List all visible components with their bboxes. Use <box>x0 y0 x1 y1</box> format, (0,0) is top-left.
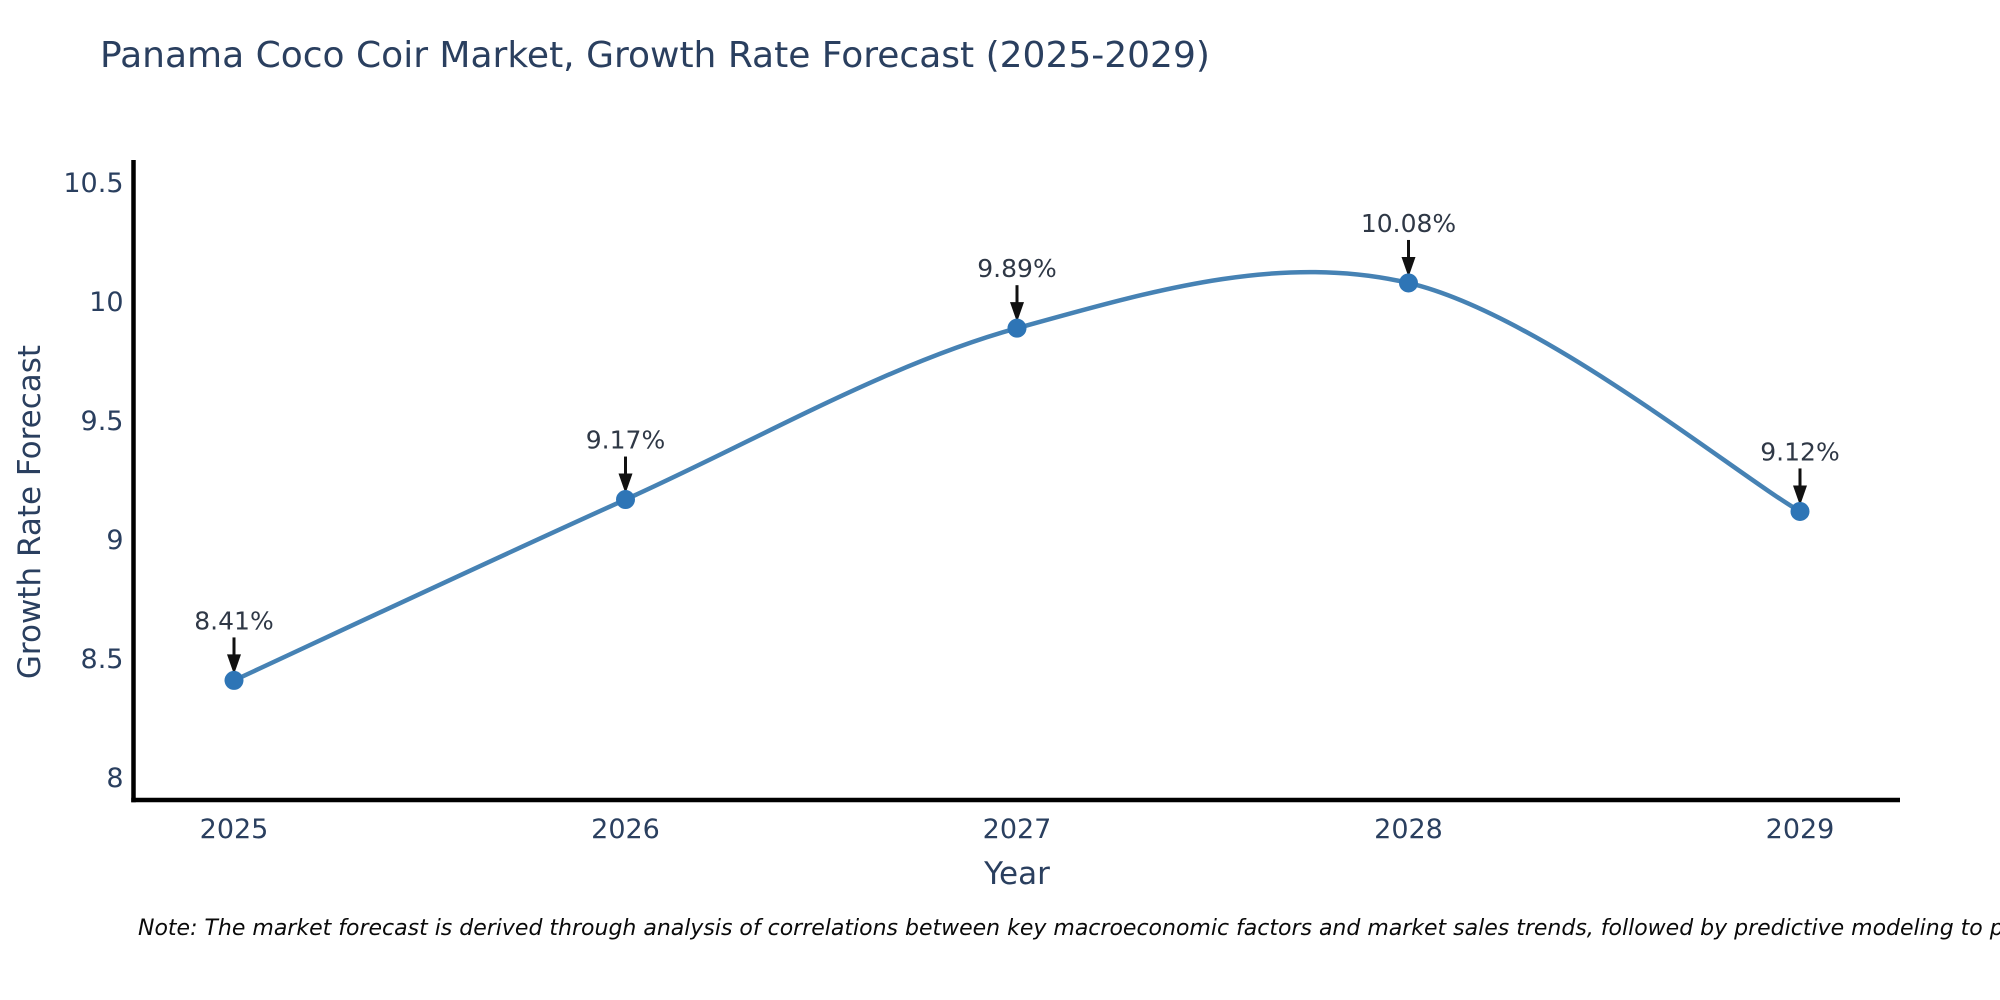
annotation-arrow-head <box>1793 485 1807 506</box>
y-tick-label: 8.5 <box>81 644 124 675</box>
chart-title: Panama Coco Coir Market, Growth Rate For… <box>100 35 1210 76</box>
annotation-arrow-head <box>618 473 633 494</box>
data-point-label: 9.89% <box>977 254 1056 283</box>
data-point-label: 8.41% <box>194 606 273 635</box>
x-tick-label: 2027 <box>983 814 1052 845</box>
data-point-marker <box>1790 501 1810 521</box>
data-point-marker <box>616 490 635 510</box>
annotation-arrow-head <box>227 654 241 675</box>
data-point-label: 9.12% <box>1760 437 1839 466</box>
data-point-marker <box>1007 318 1027 338</box>
x-tick-label: 2029 <box>1766 814 1835 845</box>
data-point-marker <box>1399 273 1418 293</box>
y-tick-label: 9 <box>106 525 123 556</box>
y-tick-label: 10.5 <box>63 168 123 199</box>
annotation-arrow-head <box>1401 256 1416 277</box>
x-tick-label: 2025 <box>200 814 269 845</box>
x-axis-title: Year <box>984 856 1050 892</box>
y-tick-label: 8 <box>106 763 123 794</box>
x-tick-label: 2026 <box>591 814 660 845</box>
annotation-arrow-head <box>1010 302 1024 323</box>
data-point-marker <box>224 670 244 690</box>
footnote: Note: The market forecast is derived thr… <box>138 916 2000 941</box>
x-tick-label: 2028 <box>1374 814 1443 845</box>
data-point-label: 9.17% <box>586 426 665 455</box>
y-tick-label: 10 <box>89 287 123 318</box>
y-tick-label: 9.5 <box>81 406 124 437</box>
data-point-label: 10.08% <box>1361 209 1456 238</box>
